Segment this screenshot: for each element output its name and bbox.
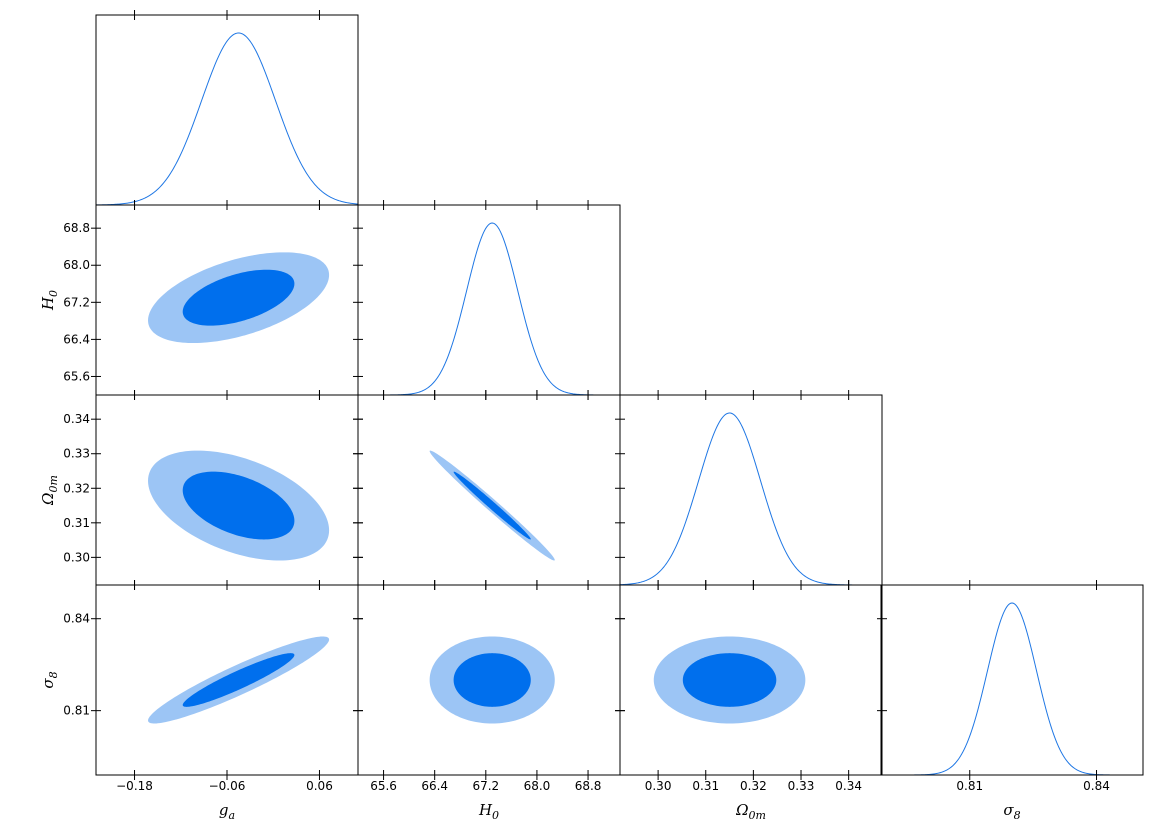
x-tick-label-Om: 0.32 <box>740 779 767 793</box>
marginal-curve-H0 <box>358 222 620 395</box>
x-tick-label-H0: 66.4 <box>421 779 448 793</box>
contour-68-s8-vs-H0 <box>453 653 531 707</box>
panel-frame <box>95 14 359 206</box>
marginal-curve-Om <box>620 412 882 585</box>
y-tick-label-Om: 0.30 <box>63 550 90 564</box>
marginal-curve-s8 <box>881 602 1143 775</box>
panel-s8-vs-Om <box>615 580 887 780</box>
x-tick-label-Om: 0.33 <box>788 779 815 793</box>
x-axis-label-H0: H0 <box>478 801 499 822</box>
x-tick-label-s8: 0.84 <box>1083 779 1110 793</box>
contour-68-Om-vs-ga <box>182 471 295 540</box>
y-tick-label-H0: 65.6 <box>63 369 90 383</box>
x-tick-label-H0: 67.2 <box>472 779 499 793</box>
contour-68-s8-vs-ga <box>182 653 295 707</box>
y-tick-label-Om: 0.31 <box>63 516 90 530</box>
panel-H0-vs-ga <box>91 200 363 400</box>
y-tick-label-H0: 68.0 <box>63 258 90 272</box>
x-axis-label-Om: Ω0m <box>735 801 766 822</box>
x-tick-label-H0: 68.8 <box>575 779 602 793</box>
x-tick-label-s8: 0.81 <box>956 779 983 793</box>
marginal-curve-ga <box>96 32 358 205</box>
y-tick-label-H0: 67.2 <box>63 295 90 309</box>
x-tick-label-Om: 0.30 <box>645 779 672 793</box>
x-axis-label-ga: ga <box>219 801 235 822</box>
contour-68-H0-vs-ga <box>182 269 295 326</box>
panel-H0-vs-H0 <box>357 200 621 400</box>
y-tick-label-Om: 0.33 <box>63 447 90 461</box>
panel-frame <box>357 394 621 586</box>
panel-frame <box>357 204 621 396</box>
y-axis-label-H0: H0 <box>39 290 60 311</box>
y-axis-label-Om: Ω0m <box>39 475 60 506</box>
y-tick-label-Om: 0.32 <box>63 481 90 495</box>
panel-frame <box>619 584 883 776</box>
x-tick-label-H0: 68.0 <box>524 779 551 793</box>
x-axis-label-s8: σ8 <box>1003 801 1020 822</box>
x-tick-label-H0: 65.6 <box>370 779 397 793</box>
panel-frame <box>619 394 883 586</box>
y-tick-label-Om: 0.34 <box>63 412 90 426</box>
x-tick-label-ga: −0.18 <box>116 779 153 793</box>
panel-s8-vs-s8 <box>880 580 1144 780</box>
x-tick-label-ga: 0.06 <box>306 779 333 793</box>
contour-68-s8-vs-Om <box>682 653 777 707</box>
y-tick-label-s8: 0.84 <box>63 612 90 626</box>
x-tick-label-Om: 0.31 <box>692 779 719 793</box>
panel-Om-vs-Om <box>619 390 883 590</box>
panel-Om-vs-ga <box>91 390 363 590</box>
y-tick-label-s8: 0.81 <box>63 704 90 718</box>
y-tick-label-H0: 66.4 <box>63 332 90 346</box>
y-axis-label-s8: σ8 <box>39 671 60 688</box>
panel-s8-vs-ga <box>91 580 363 780</box>
x-tick-label-ga: −0.06 <box>209 779 246 793</box>
y-tick-label-H0: 68.8 <box>63 221 90 235</box>
panel-s8-vs-H0 <box>353 580 625 780</box>
panel-frame <box>880 584 1144 776</box>
panel-ga-vs-ga <box>95 10 359 210</box>
x-tick-label-Om: 0.34 <box>835 779 862 793</box>
contour-68-Om-vs-H0 <box>453 471 531 540</box>
panel-Om-vs-H0 <box>353 390 625 590</box>
